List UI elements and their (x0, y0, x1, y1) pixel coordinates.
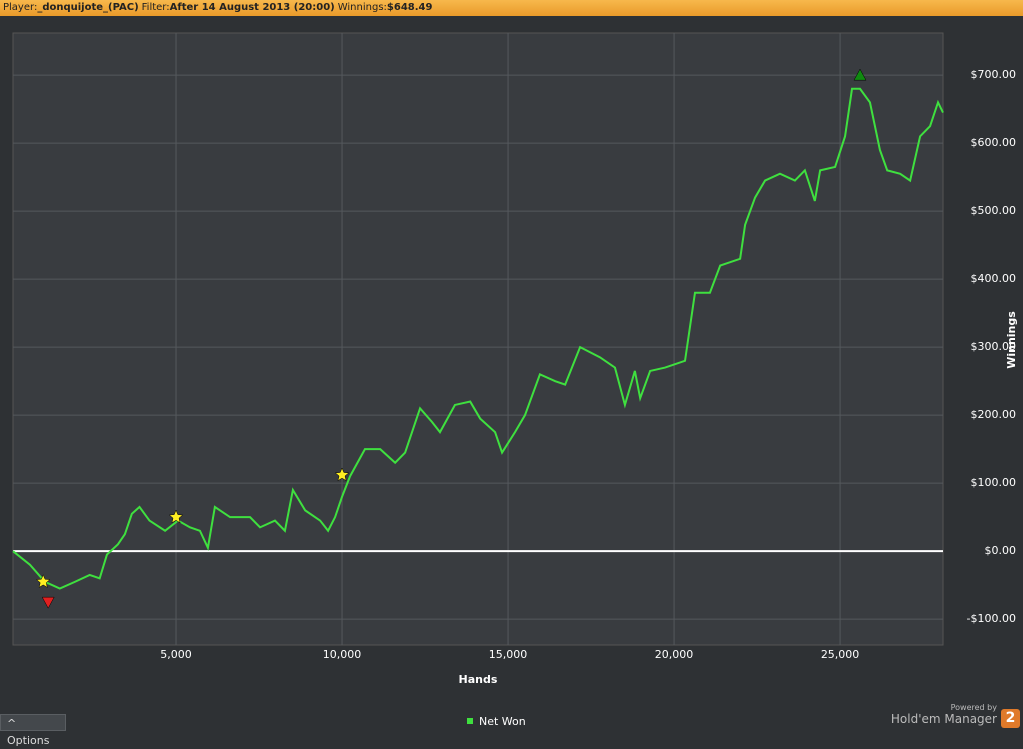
y-tick-label: $700.00 (971, 68, 1017, 81)
y-tick-label: -$100.00 (967, 612, 1016, 625)
options-button[interactable]: ^ Options (0, 714, 66, 747)
y-tick-label: $0.00 (985, 544, 1017, 557)
winnings: $648.49 (386, 2, 433, 13)
y-tick-label: $500.00 (971, 204, 1017, 217)
brand: Powered by Hold'em Manager (891, 703, 997, 726)
x-tick-label: 15,000 (489, 648, 528, 661)
chart: Hands Winnings Net Won -$100.00 $0.00 $100… (12, 32, 1018, 728)
brand-badge: 2 (1001, 709, 1020, 728)
y-tick-label: $300.00 (971, 340, 1017, 353)
marker (35, 574, 51, 588)
y-axis-label: Winnings (1005, 311, 1018, 369)
x-axis-label: Hands (459, 673, 498, 686)
header-bar: Player:_donquijote_(PAC) Filter:After 14 … (0, 0, 1023, 16)
y-tick-label: $600.00 (971, 136, 1017, 149)
marker (334, 467, 350, 482)
marker (853, 68, 867, 81)
marker (41, 596, 55, 609)
y-tick-label: $200.00 (971, 408, 1017, 421)
legend-label: Net Won (479, 715, 526, 728)
x-tick-label: 5,000 (160, 648, 192, 661)
options-label[interactable]: Options (7, 734, 50, 747)
marker (168, 509, 184, 524)
y-tick-label: $400.00 (971, 272, 1017, 285)
label: Player: (3, 2, 38, 13)
plot-area (12, 32, 944, 646)
legend-swatch (467, 718, 473, 724)
line (12, 87, 944, 590)
brand-name: Hold'em Manager (890, 712, 997, 726)
x-tick-label: 20,000 (655, 648, 694, 661)
x-tick-label: 25,000 (821, 648, 860, 661)
powered-by: Powered by (950, 703, 997, 712)
filter: After 14 August 2013 (20:00) (169, 2, 335, 13)
player: _donquijote_(PAC) (37, 2, 139, 13)
label: Winnings: (337, 2, 387, 13)
x-tick-label: 10,000 (323, 648, 362, 661)
label: Filter: (141, 2, 170, 13)
y-tick-label: $100.00 (971, 476, 1017, 489)
